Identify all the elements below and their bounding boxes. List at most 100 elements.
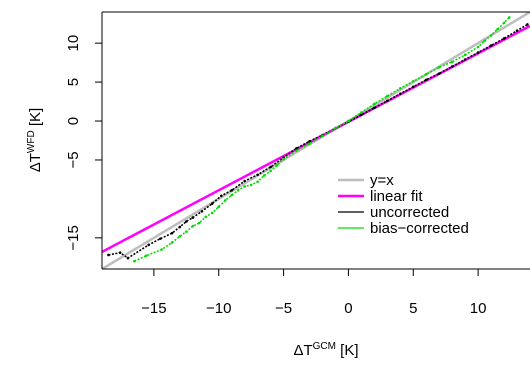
data-point [170,241,174,244]
data-point [249,183,253,187]
data-point [256,180,259,184]
data-point [507,16,511,19]
data-point [437,65,441,69]
data-point [437,72,441,75]
data-point [107,253,110,257]
data-point [147,243,150,247]
data-point [424,78,428,82]
x-tick-label: 0 [344,300,352,317]
y-tick-label: 0 [65,117,82,125]
data-point [463,53,467,57]
data-point [295,146,298,150]
data-point [197,221,201,225]
y-tick-label: −5 [65,151,82,168]
axes [101,11,530,270]
data-point [185,220,188,223]
data-point [334,126,337,130]
data-point [496,27,499,31]
data-point [411,80,415,83]
y-axis-label: ΔTWFD [K] [26,108,44,172]
legend-label: y=x [370,172,394,189]
data-point [178,225,182,229]
y-tick-label: −15 [65,225,82,250]
data-point [230,189,233,192]
x-tick-label: 10 [470,300,487,317]
data-point [144,254,148,258]
data-point [347,119,350,123]
data-point [386,99,389,103]
data-point [170,231,174,235]
data-point [178,234,182,238]
data-point [126,256,130,260]
x-tick-label: −15 [141,300,166,317]
data-point [204,215,208,219]
data-point [210,211,214,215]
data-point [424,73,428,76]
data-point [476,51,480,54]
data-point [360,111,363,114]
data-point [185,230,188,233]
data-point [160,248,163,251]
data-point [308,139,311,143]
ticks: −15 −10 −5 0 5 10 −15 −5 0 5 10 [65,35,486,317]
series-bias-corrected [133,16,511,263]
legend-label: linear fit [370,188,423,205]
data-point [483,39,486,43]
data-point [220,194,223,198]
data-point [133,259,136,263]
plot-area [102,12,530,269]
data-point [373,102,376,106]
data-point [321,134,324,138]
data-point [373,106,376,110]
y-axis-label-superscript: WFD [26,130,37,153]
x-tick-label: −5 [275,300,292,317]
x-tick-label: 5 [409,300,417,317]
data-point [476,45,480,49]
data-point [463,58,467,61]
legend-label: uncorrected [370,204,449,221]
data-point [275,164,279,167]
x-axis-label: ΔTGCM [K] [293,341,358,359]
data-point [450,65,454,68]
data-point [515,29,519,32]
data-point [502,21,506,25]
y-axis-label-unit: [K] [27,108,44,131]
y-tick-label: 10 [65,35,82,52]
data-point [210,202,214,205]
data-point [223,199,227,202]
data-point [282,157,285,161]
y-tick-label: 5 [65,78,82,86]
data-point [399,87,402,90]
data-point [489,34,493,37]
data-point [526,23,529,26]
x-tick-label: −10 [206,300,231,317]
data-point [411,85,415,89]
data-point [159,237,162,240]
data-point [399,92,402,96]
data-point [243,185,246,188]
data-point [295,149,298,152]
data-point [191,216,195,219]
data-point [236,189,240,192]
data-point [269,165,272,169]
data-point [191,224,195,228]
x-axis-label-unit: [K] [336,342,359,359]
data-point [502,37,506,40]
x-axis-label-superscript: GCM [313,341,336,352]
data-point [200,210,204,213]
data-point [308,142,311,145]
data-point [450,60,454,64]
data-point [360,113,363,117]
line-y-x [102,12,530,269]
data-point [230,193,233,197]
data-point [262,174,266,177]
legend-label: bias−corrected [370,220,469,237]
data-point [386,94,389,98]
data-point [256,173,259,177]
data-point [118,251,122,254]
data-point [243,179,246,183]
data-point [489,44,493,47]
data-point [269,169,272,173]
